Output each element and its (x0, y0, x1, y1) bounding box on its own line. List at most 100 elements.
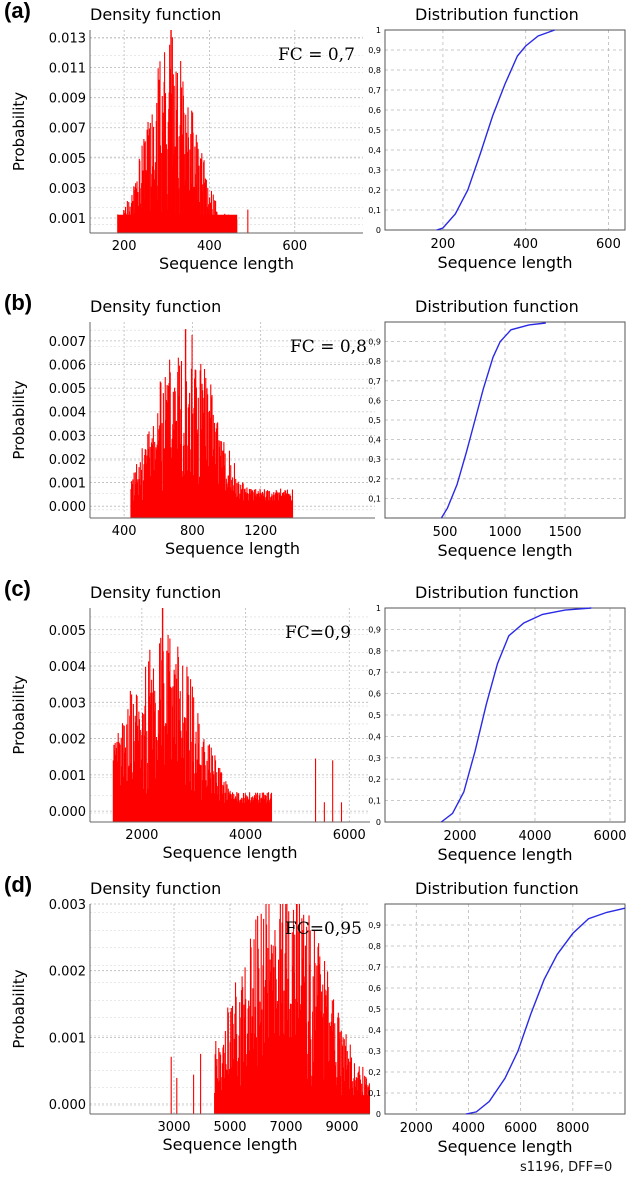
y-tick-label: 0,2 (368, 475, 381, 484)
x-tick-label: 400 (197, 239, 222, 254)
y-tick-label: 0.001 (49, 212, 86, 227)
x-tick-label: 6000 (333, 828, 366, 843)
x-axis-label: Sequence length (162, 1135, 297, 1154)
density-chart-b: 0.000 0.001 0.002 0.003 0.004 0.005 0.006 0.007… (4, 290, 375, 558)
plot-frame (384, 607, 626, 823)
y-tick-label: 0,8 (368, 942, 381, 951)
x-tick-label: 1000 (488, 525, 521, 540)
distribution-chart-a: 0 0,1 0,2 0,3 0,4 0,5 0,6 0,7 0,8 0,9 1 200 400 600 Di… (368, 5, 626, 272)
density-bars (170, 904, 370, 1114)
x-tick-label: 7000 (269, 1120, 302, 1135)
panel-label: (a) (4, 0, 31, 23)
y-tick-label: 0.005 (49, 624, 86, 639)
chart-title: Density function (90, 297, 221, 316)
y-tick-label: 0,3 (368, 166, 381, 175)
minor-grid (90, 329, 375, 511)
y-tick-label: 0,4 (368, 436, 381, 445)
y-tick-label: 0.009 (49, 92, 86, 107)
y-tick-label: 0.003 (49, 898, 86, 913)
density-base-fill (214, 1095, 370, 1114)
y-tick-label: 0,3 (368, 1047, 381, 1056)
x-axis-label: Sequence length (159, 254, 294, 273)
x-tick-label: 400 (513, 237, 538, 252)
distribution-chart-d: 0 0,1 0,2 0,3 0,4 0,5 0,6 0,7 0,8 0,9 2000 4000 6000… (368, 879, 626, 1156)
y-tick-label: 0.003 (49, 182, 86, 197)
panel-label: (b) (4, 290, 32, 315)
x-axis-label: Sequence length (437, 845, 572, 864)
x-tick-label: 4000 (229, 828, 262, 843)
x-tick-label: 8000 (556, 1121, 589, 1136)
plot-frame (384, 903, 626, 1115)
y-tick-label: 0,8 (368, 66, 381, 75)
x-tick-label: 4000 (518, 829, 551, 844)
x-tick-label: 2000 (125, 828, 158, 843)
x-tick-label: 600 (596, 237, 621, 252)
chart-title: Distribution function (415, 297, 579, 316)
density-base-fill (130, 500, 294, 518)
y-tick-label: 0.011 (49, 62, 86, 77)
cdf-line (436, 29, 555, 231)
density-chart-c: 0.000 0.001 0.002 0.003 0.004 0.005 2000 4000 60… (4, 576, 370, 862)
chart-title: Distribution function (415, 879, 579, 898)
x-tick-label: 600 (282, 239, 307, 254)
y-tick-label: 0.005 (49, 152, 86, 167)
x-axis-label: Sequence length (437, 253, 572, 272)
y-tick-label: 0,4 (368, 1026, 381, 1035)
y-tick-label: 0.002 (49, 453, 86, 468)
x-tick-label: 500 (433, 525, 458, 540)
density-chart-d: 0.000 0.001 0.002 0.003 3000 5000 7000 9000 Dens… (4, 872, 370, 1154)
distribution-chart-d-grid (385, 904, 625, 1115)
x-axis-label: Sequence length (437, 541, 572, 560)
distribution-chart-c: 0 0,1 0,2 0,3 0,4 0,5 0,6 0,7 0,8 0,9 1 2000 4000 600… (368, 583, 626, 864)
x-tick-label: 1200 (244, 524, 277, 539)
x-tick-label: 3000 (157, 1120, 190, 1135)
x-axis-label: Sequence length (165, 539, 300, 558)
y-tick-label: 0,1 (368, 206, 381, 215)
y-tick-label: 0,5 (368, 711, 381, 720)
y-tick-label: 0,7 (368, 963, 381, 972)
y-tick-label: 0,3 (368, 754, 381, 763)
panel-label: (c) (4, 576, 31, 601)
x-tick-label: 5000 (213, 1120, 246, 1135)
footer-text: s1196, DFF=0 (520, 1160, 613, 1175)
y-tick-label: 0,1 (368, 797, 381, 806)
y-tick-label: 0.000 (49, 500, 86, 515)
y-tick-label: 0,2 (368, 775, 381, 784)
chart-title: Distribution function (415, 583, 579, 602)
y-axis-label: Probability (10, 380, 28, 459)
y-tick-label: 0,9 (368, 625, 381, 634)
y-tick-label: 0.001 (49, 1031, 86, 1046)
x-tick-label: 800 (180, 524, 205, 539)
y-tick-label: 0,7 (368, 668, 381, 677)
density-bars (117, 30, 249, 233)
minor-grid (90, 38, 363, 225)
y-tick-label: 0,4 (368, 146, 381, 155)
y-tick-label: 0,5 (368, 416, 381, 425)
y-tick-label: 0,6 (368, 690, 381, 699)
y-tick-label: 0,9 (368, 338, 381, 347)
distribution-chart-b: 0,1 0,2 0,3 0,4 0,5 0,6 0,7 0,8 0,9 500 1000 1500 Di… (368, 297, 626, 560)
x-tick-label: 6000 (593, 829, 626, 844)
y-tick-label: 0.003 (49, 696, 86, 711)
y-tick-label: 0.003 (49, 429, 86, 444)
y-axis-label: Probability (10, 92, 28, 171)
x-tick-label: 6000 (504, 1121, 537, 1136)
y-tick-label: 1 (376, 604, 381, 613)
panel-label: (d) (4, 872, 32, 897)
x-tick-label: 2000 (443, 829, 476, 844)
y-tick-label: 0,6 (368, 106, 381, 115)
y-tick-label: 0.002 (49, 965, 86, 980)
density-bars (130, 329, 294, 518)
fc-annotation: FC=0,9 (285, 623, 351, 643)
y-tick-label: 0,3 (368, 455, 381, 464)
y-tick-label: 0,9 (368, 921, 381, 930)
cdf-line (440, 322, 546, 519)
fc-annotation: FC = 0,7 (278, 45, 355, 65)
density-bars (112, 608, 343, 822)
y-tick-label: 0.007 (49, 335, 86, 350)
y-tick-label: 0,7 (368, 377, 381, 386)
chart-title: Density function (90, 879, 221, 898)
y-tick-label: 0,1 (368, 1089, 381, 1098)
y-tick-label: 0,7 (368, 86, 381, 95)
